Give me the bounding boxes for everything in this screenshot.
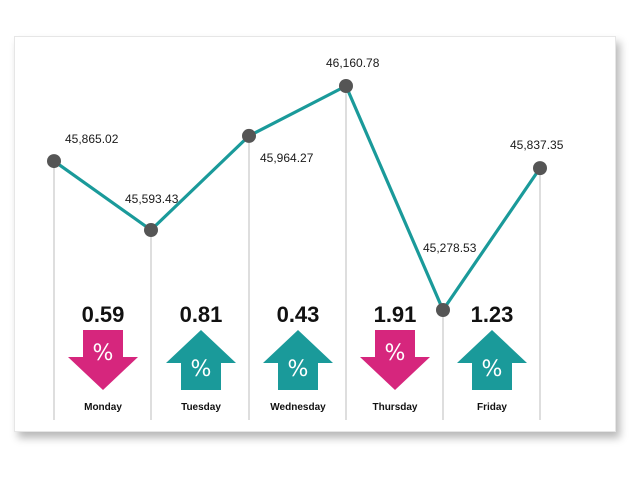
day-label-3: Thursday xyxy=(372,402,417,413)
percent-icon: % xyxy=(482,357,503,382)
day-label-0: Monday xyxy=(84,402,122,413)
data-point-0 xyxy=(47,154,61,169)
data-label-2: 45,964.27 xyxy=(260,151,314,165)
percent-icon: % xyxy=(93,341,114,366)
pct-change-value-2: 0.43 xyxy=(277,302,320,327)
pct-change-value-4: 1.23 xyxy=(471,302,514,327)
percent-icon: % xyxy=(385,341,406,366)
pct-change-value-3: 1.91 xyxy=(374,302,417,327)
data-label-5: 45,837.35 xyxy=(510,138,564,152)
data-label-3: 46,160.78 xyxy=(326,56,380,70)
data-point-2 xyxy=(242,128,256,143)
data-point-1 xyxy=(144,223,158,238)
data-label-1: 45,593.43 xyxy=(125,192,179,206)
arrow-up-icon xyxy=(457,330,527,390)
data-label-4: 45,278.53 xyxy=(423,241,477,255)
arrow-down-icon xyxy=(360,330,430,390)
pct-change-value-1: 0.81 xyxy=(180,302,223,327)
day-label-1: Tuesday xyxy=(181,402,221,413)
data-point-5 xyxy=(533,161,547,176)
arrow-up-icon xyxy=(166,330,236,390)
pct-change-value-0: 0.59 xyxy=(82,302,125,327)
day-label-4: Friday xyxy=(477,402,507,413)
series-line xyxy=(53,84,542,312)
percent-icon: % xyxy=(191,357,212,382)
data-point-4 xyxy=(436,303,450,317)
data-point-3 xyxy=(339,79,353,93)
data-label-0: 45,865.02 xyxy=(65,132,119,146)
arrow-down-icon xyxy=(68,330,138,390)
percent-icon: % xyxy=(288,357,309,382)
day-label-2: Wednesday xyxy=(270,402,326,413)
arrow-up-icon xyxy=(263,330,333,390)
